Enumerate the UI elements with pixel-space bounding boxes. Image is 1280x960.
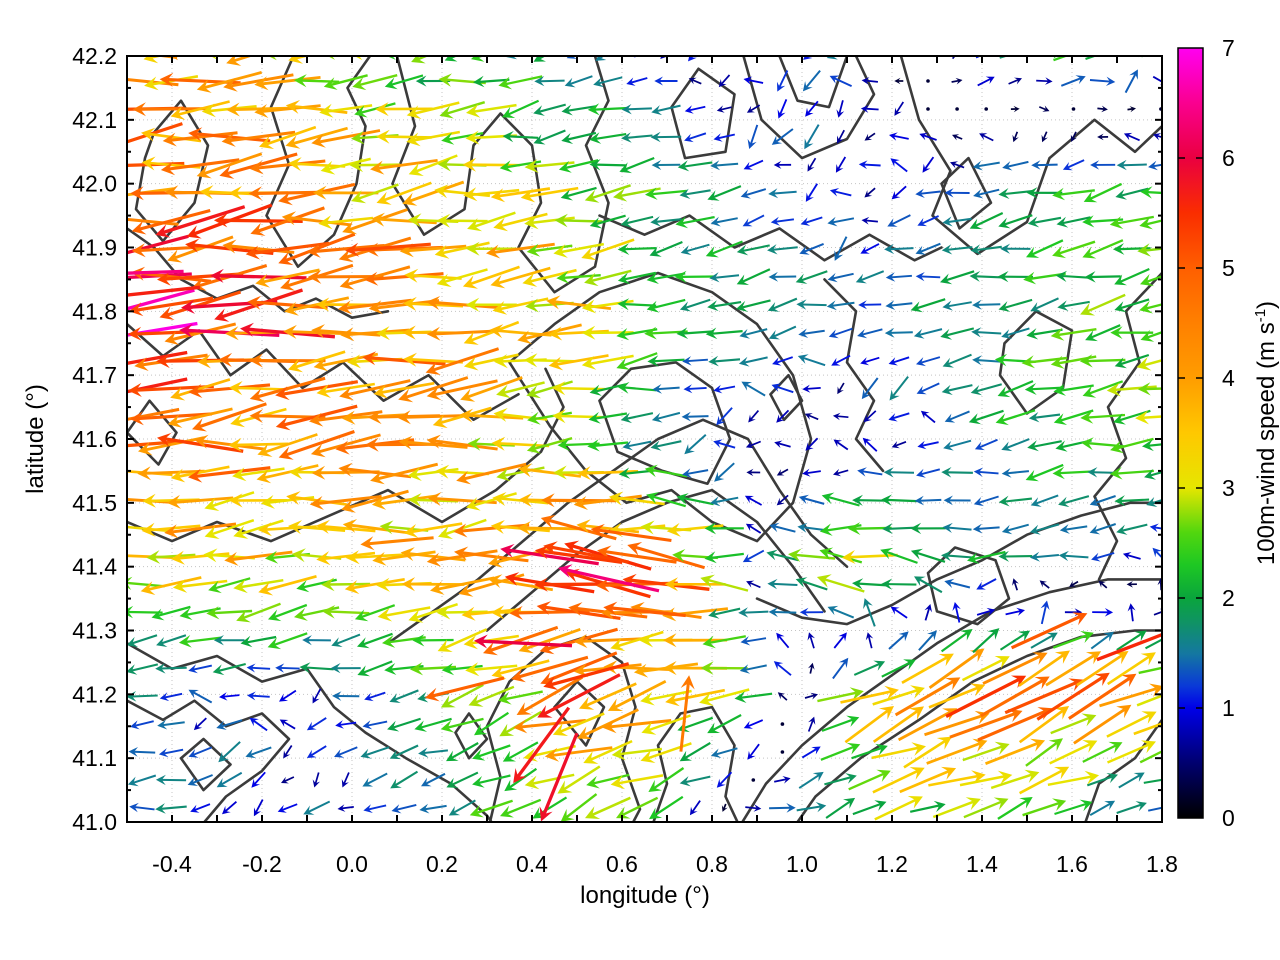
y-tick-label: 42.1 bbox=[72, 107, 117, 133]
x-tick-label: 0.2 bbox=[426, 851, 458, 877]
colorbar-tick-label: 2 bbox=[1222, 585, 1235, 611]
y-tick-label: 41.6 bbox=[72, 426, 117, 452]
x-tick-label: 1.8 bbox=[1146, 851, 1178, 877]
colorbar-label-text: 100m-wind speed (m s bbox=[1253, 322, 1280, 566]
y-tick-label: 41.9 bbox=[72, 235, 117, 261]
y-tick-label: 41.0 bbox=[72, 809, 117, 835]
plot-border-and-ticks bbox=[126, 55, 1163, 823]
y-axis-label: latitude (°) bbox=[22, 384, 49, 494]
colorbar-tick-label: 6 bbox=[1222, 145, 1235, 171]
colorbar-label: 100m-wind speed (m s-1) bbox=[1246, 223, 1280, 643]
x-tick-label: 1.2 bbox=[876, 851, 908, 877]
colorbar-label-superscript: -1 bbox=[1252, 308, 1269, 323]
y-tick-label: 41.1 bbox=[72, 745, 117, 771]
x-tick-label: 0.4 bbox=[516, 851, 548, 877]
colorbar-gradient bbox=[1177, 47, 1204, 819]
x-tick-label: 0.0 bbox=[336, 851, 368, 877]
y-tick-label: 41.4 bbox=[72, 554, 117, 580]
colorbar-tick-label: 0 bbox=[1222, 805, 1235, 831]
x-tick-labels: -0.4 -0.2 0.0 0.2 0.4 0.6 0.8 1.0 1.2 1.4 1.6 1.8 bbox=[152, 851, 1178, 877]
y-tick-label: 42.2 bbox=[72, 43, 117, 69]
x-tick-label: 1.6 bbox=[1056, 851, 1088, 877]
colorbar-tick-label: 3 bbox=[1222, 475, 1235, 501]
x-tick-label: 0.8 bbox=[696, 851, 728, 877]
y-tick-labels: 41.0 41.1 41.2 41.3 41.4 41.5 41.6 41.7 41.8 41.9… bbox=[72, 43, 117, 835]
colorbar-tick-label: 5 bbox=[1222, 255, 1235, 281]
colorbar-label-close: ) bbox=[1253, 300, 1280, 309]
x-tick-label: 1.0 bbox=[786, 851, 818, 877]
x-axis-label: longitude (°) bbox=[580, 882, 710, 909]
x-tick-label: -0.4 bbox=[152, 851, 192, 877]
x-tick-label: 1.4 bbox=[966, 851, 998, 877]
y-tick-label: 42.0 bbox=[72, 171, 117, 197]
y-tick-label: 41.5 bbox=[72, 490, 117, 516]
x-tick-label: -0.2 bbox=[242, 851, 282, 877]
x-tick-label: 0.6 bbox=[606, 851, 638, 877]
wind-vectors bbox=[127, 56, 1162, 822]
y-tick-label: 41.8 bbox=[72, 298, 117, 324]
colorbar-tick-label: 1 bbox=[1222, 695, 1235, 721]
colorbar-tick-label: 4 bbox=[1222, 365, 1235, 391]
y-tick-label: 41.7 bbox=[72, 362, 117, 388]
y-tick-label: 41.3 bbox=[72, 618, 117, 644]
colorbar-tick-label: 7 bbox=[1222, 35, 1235, 61]
colorbar: 0 1 2 3 4 5 6 7 bbox=[1177, 35, 1235, 831]
colorbar-tick-labels: 0 1 2 3 4 5 6 7 bbox=[1222, 35, 1235, 831]
y-tick-label: 41.2 bbox=[72, 681, 117, 707]
